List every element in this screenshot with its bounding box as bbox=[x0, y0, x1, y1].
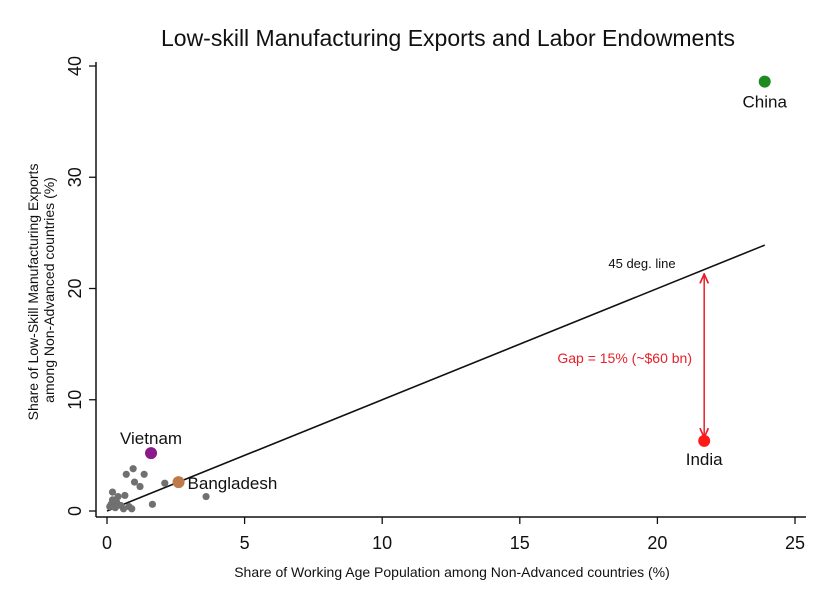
data-point bbox=[108, 488, 117, 496]
y-axis-label-line-2: among Non-Advanced countries (%) bbox=[41, 177, 57, 403]
highlighted-points: China India Vietnam Bangladesh bbox=[120, 75, 788, 493]
gap-annotation: Gap = 15% (~$60 bn) bbox=[557, 274, 704, 438]
y-axis-label: Share of Low-Skill Manufacturing Exports… bbox=[25, 160, 57, 421]
y-tick-label: 0 bbox=[65, 506, 85, 516]
data-point bbox=[121, 491, 129, 500]
x-tick-label: 0 bbox=[102, 533, 112, 553]
data-point bbox=[140, 470, 148, 478]
y-ticks: 0 10 20 30 40 bbox=[65, 56, 96, 516]
data-point bbox=[130, 478, 139, 486]
y-tick-label: 30 bbox=[65, 167, 85, 187]
data-point bbox=[136, 482, 144, 491]
x-tick-label: 5 bbox=[240, 533, 250, 553]
reference-line bbox=[106, 244, 766, 512]
point-india bbox=[698, 434, 711, 447]
y-tick-label: 10 bbox=[65, 390, 85, 410]
background-points bbox=[106, 465, 210, 513]
chart-title: Low-skill Manufacturing Exports and Labo… bbox=[161, 25, 735, 51]
data-point bbox=[128, 505, 136, 513]
data-point bbox=[119, 505, 128, 513]
data-point bbox=[161, 479, 169, 487]
y-axis-label-line-1: Share of Low-Skill Manufacturing Exports bbox=[25, 164, 41, 421]
y-tick-label: 40 bbox=[65, 56, 85, 76]
x-axis-label: Share of Working Age Population among No… bbox=[234, 564, 670, 580]
axes bbox=[95, 62, 806, 518]
data-point bbox=[202, 492, 210, 501]
x-tick-label: 25 bbox=[785, 533, 805, 553]
label-bangladesh: Bangladesh bbox=[188, 474, 278, 493]
x-tick-label: 15 bbox=[510, 533, 530, 553]
data-point bbox=[111, 504, 119, 512]
reference-line-label: 45 deg. line bbox=[608, 256, 675, 271]
point-bangladesh bbox=[172, 476, 185, 489]
data-point bbox=[114, 492, 122, 501]
label-vietnam: Vietnam bbox=[120, 429, 182, 448]
data-point bbox=[122, 470, 130, 478]
label-china: China bbox=[743, 93, 788, 112]
data-point bbox=[129, 465, 137, 473]
label-india: India bbox=[686, 450, 723, 469]
x-ticks: 0 5 10 15 20 25 bbox=[102, 517, 805, 553]
y-tick-label: 20 bbox=[65, 278, 85, 298]
gap-label: Gap = 15% (~$60 bn) bbox=[557, 350, 692, 366]
point-vietnam bbox=[145, 447, 158, 460]
data-point bbox=[148, 500, 157, 508]
point-china bbox=[758, 75, 771, 88]
x-tick-label: 20 bbox=[647, 533, 667, 553]
reference-line-group: 45 deg. line bbox=[106, 244, 766, 512]
x-tick-label: 10 bbox=[372, 533, 392, 553]
